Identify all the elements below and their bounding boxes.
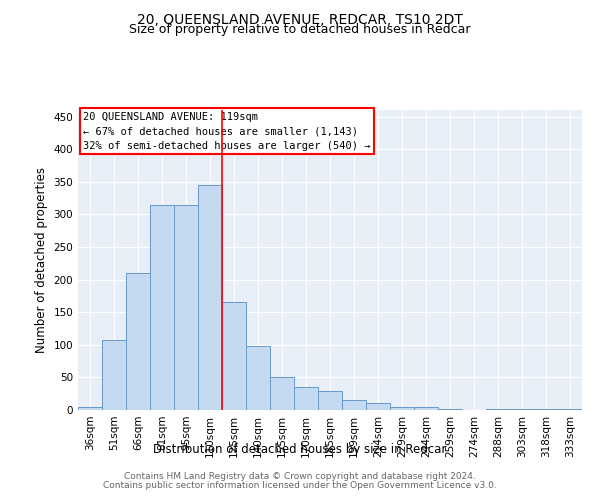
- Y-axis label: Number of detached properties: Number of detached properties: [35, 167, 48, 353]
- Bar: [414, 408, 438, 410]
- Bar: [246, 346, 270, 410]
- Text: Contains HM Land Registry data © Crown copyright and database right 2024.: Contains HM Land Registry data © Crown c…: [124, 472, 476, 481]
- Bar: [198, 185, 222, 410]
- Text: Size of property relative to detached houses in Redcar: Size of property relative to detached ho…: [129, 22, 471, 36]
- Bar: [270, 378, 294, 410]
- Bar: [78, 406, 102, 410]
- Bar: [102, 340, 126, 410]
- Text: Contains public sector information licensed under the Open Government Licence v3: Contains public sector information licen…: [103, 481, 497, 490]
- Text: 20, QUEENSLAND AVENUE, REDCAR, TS10 2DT: 20, QUEENSLAND AVENUE, REDCAR, TS10 2DT: [137, 12, 463, 26]
- Bar: [342, 400, 366, 410]
- Bar: [318, 391, 342, 410]
- Bar: [222, 302, 246, 410]
- Text: 20 QUEENSLAND AVENUE: 119sqm
← 67% of detached houses are smaller (1,143)
32% of: 20 QUEENSLAND AVENUE: 119sqm ← 67% of de…: [83, 112, 371, 151]
- Bar: [366, 404, 390, 410]
- Bar: [150, 204, 174, 410]
- Bar: [294, 386, 318, 410]
- Bar: [390, 408, 414, 410]
- Text: Distribution of detached houses by size in Redcar: Distribution of detached houses by size …: [154, 442, 446, 456]
- Bar: [174, 204, 198, 410]
- Bar: [126, 273, 150, 410]
